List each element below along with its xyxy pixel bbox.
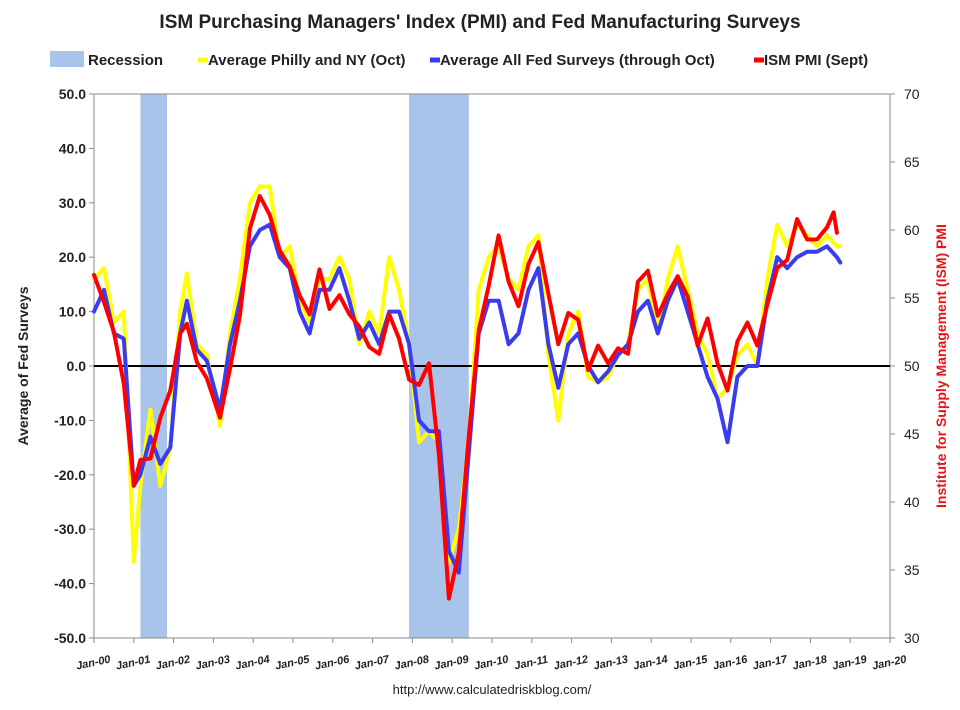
y-tick-label: 40.0 [59, 140, 86, 156]
series-line-3 [92, 194, 839, 601]
y-tick-label: 30.0 [59, 195, 86, 211]
y-tick-label: -20.0 [54, 467, 86, 483]
x-tick-label: Jan-05 [274, 653, 311, 672]
x-tick-label: Jan-15 [672, 653, 709, 672]
y2-tick-label: 70 [904, 86, 920, 102]
x-tick-label: Jan-19 [831, 653, 868, 672]
y2-tick-label: 65 [904, 154, 920, 170]
y2-tick-label: 30 [904, 630, 920, 646]
legend-label: Average All Fed Surveys (through Oct) [440, 52, 715, 69]
x-tick-label: Jan-17 [752, 653, 789, 672]
series-lines [92, 184, 843, 601]
y2-tick-label: 55 [904, 290, 920, 306]
x-tick-label: Jan-07 [354, 653, 391, 672]
x-tick-label: Jan-13 [592, 654, 629, 673]
y2-tick-label: 45 [904, 426, 920, 442]
x-tick-label: Jan-11 [513, 654, 549, 673]
x-tick-label: Jan-16 [712, 653, 749, 672]
y2-axis-label: Institute for Supply Management (ISM) PM… [933, 224, 949, 508]
y-tick-label: 10.0 [59, 304, 86, 320]
x-tick-label: Jan-09 [433, 653, 470, 672]
right-axis: 70 65 60 55 50 45 40 35 30 [890, 86, 920, 646]
y-axis-label: Average of Fed Surveys [15, 286, 31, 445]
source-url: http://www.calculatedriskblog.com/ [393, 682, 592, 697]
y2-tick-label: 35 [904, 562, 920, 578]
chart-title: ISM Purchasing Managers' Index (PMI) and… [159, 12, 800, 33]
x-tick-label: Jan-04 [234, 654, 271, 673]
y2-tick-label: 50 [904, 358, 920, 374]
y-tick-label: -30.0 [54, 521, 86, 537]
x-tick-label: Jan-01 [115, 654, 152, 673]
x-tick-label: Jan-14 [632, 654, 669, 673]
y2-tick-label: 40 [904, 494, 920, 510]
y-tick-label: -40.0 [54, 576, 86, 592]
legend-label: Average Philly and NY (Oct) [208, 52, 406, 69]
x-tick-label: Jan-00 [75, 653, 112, 672]
legend-label: ISM PMI (Sept) [764, 52, 868, 69]
x-tick-label: Jan-12 [553, 654, 590, 673]
y-tick-label: -10.0 [54, 412, 86, 428]
legend-label: Recession [88, 52, 163, 69]
y2-tick-label: 60 [904, 222, 920, 238]
y-tick-label: 0.0 [67, 358, 87, 374]
y-tick-label: 20.0 [59, 249, 86, 265]
x-tick-label: Jan-06 [314, 653, 351, 672]
x-tick-label: Jan-10 [473, 653, 510, 672]
left-axis: 50.0 40.0 30.0 20.0 10.0 0.0 -10.0 -20.0 -30.0 -4… [54, 86, 94, 646]
x-tick-label: Jan-02 [155, 654, 192, 673]
x-tick-label: Jan-18 [791, 653, 828, 672]
x-tick-label: Jan-20 [871, 653, 908, 672]
x-tick-label: Jan-08 [393, 653, 430, 672]
x-axis: Jan-00 Jan-01 Jan-02 Jan-03 Jan-04 Jan-05 Jan-… [75, 638, 909, 673]
y-tick-label: -50.0 [54, 630, 86, 646]
y-tick-label: 50.0 [59, 86, 86, 102]
x-tick-label: Jan-03 [194, 654, 231, 673]
legend: Recession Average Philly and NY (Oct) Aver… [50, 51, 868, 69]
legend-swatch-box [50, 51, 84, 67]
